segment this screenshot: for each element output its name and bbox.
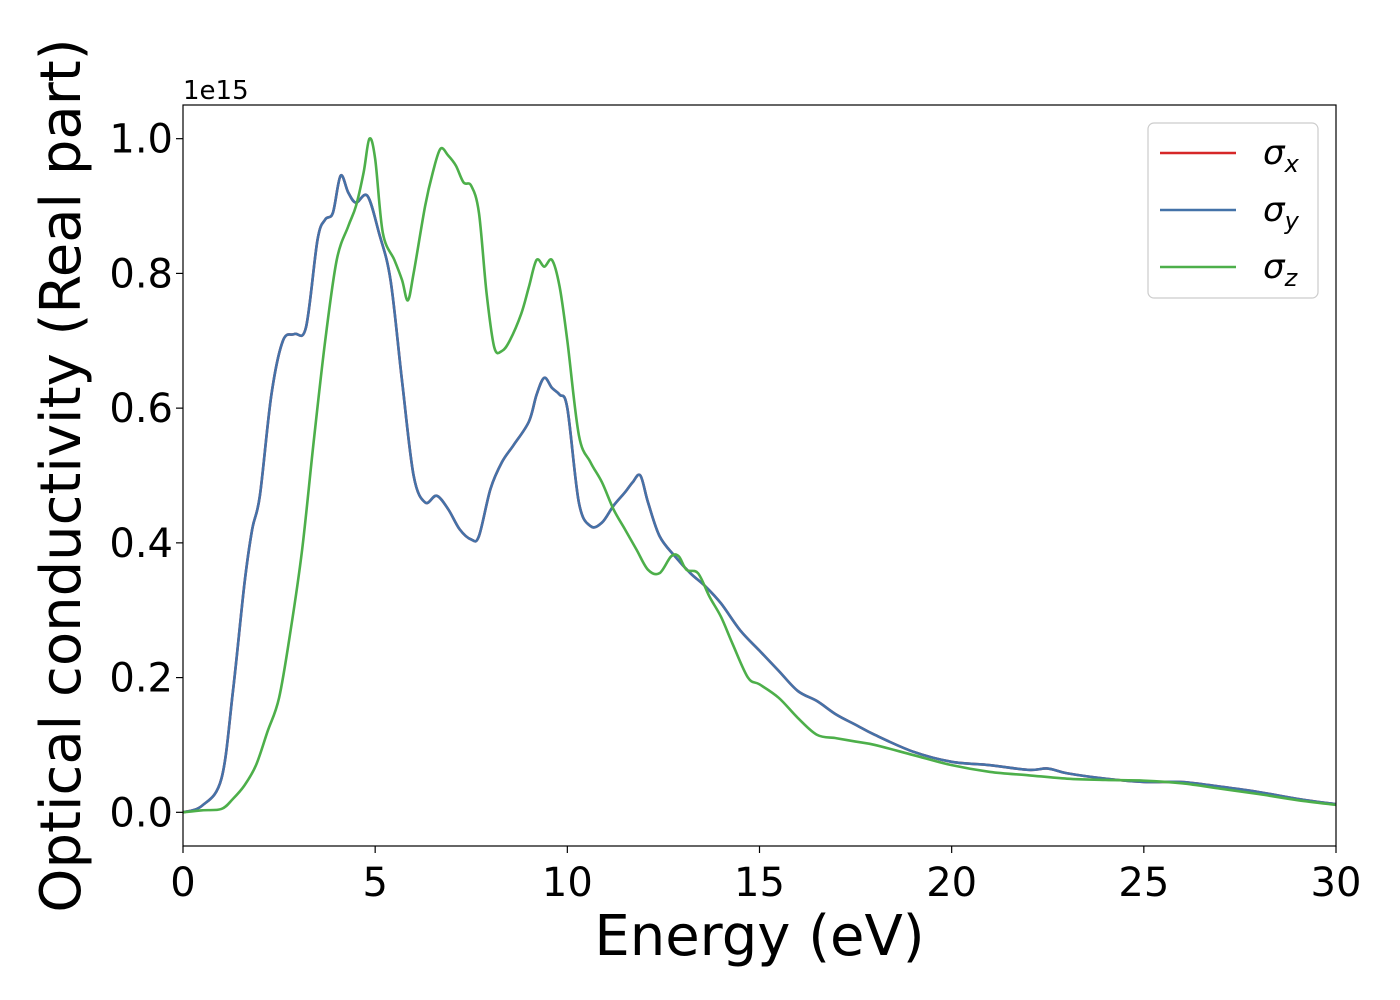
x-axis-label: Energy (eV)	[594, 904, 924, 969]
plot-series-group	[183, 136, 1336, 814]
y-offset-label: 1e15	[183, 76, 249, 106]
x-axis-ticks: 0 5 10 15 20 25 30	[170, 846, 1361, 906]
y-tick-label: 0.2	[109, 656, 173, 702]
x-tick-label: 20	[926, 860, 977, 906]
y-tick-label: 1.0	[109, 117, 173, 163]
series-line-sigma-y	[183, 174, 1336, 814]
x-tick-label: 5	[362, 860, 387, 906]
x-tick-label: 25	[1118, 860, 1169, 906]
y-tick-label: 0.8	[109, 251, 173, 297]
x-tick-label: 0	[170, 860, 195, 906]
y-tick-label: 0.4	[109, 521, 173, 567]
y-axis-label: Optical conductivity (Real part)	[29, 38, 94, 912]
x-tick-label: 15	[734, 860, 785, 906]
y-axis-ticks: 0.0 0.2 0.4 0.6 0.8 1.0	[109, 117, 183, 836]
series-line-sigma-z	[183, 136, 1336, 814]
y-tick-label: 0.6	[109, 386, 173, 432]
y-tick-label: 0.0	[109, 790, 173, 836]
x-tick-label: 30	[1311, 860, 1362, 906]
x-tick-label: 10	[542, 860, 593, 906]
